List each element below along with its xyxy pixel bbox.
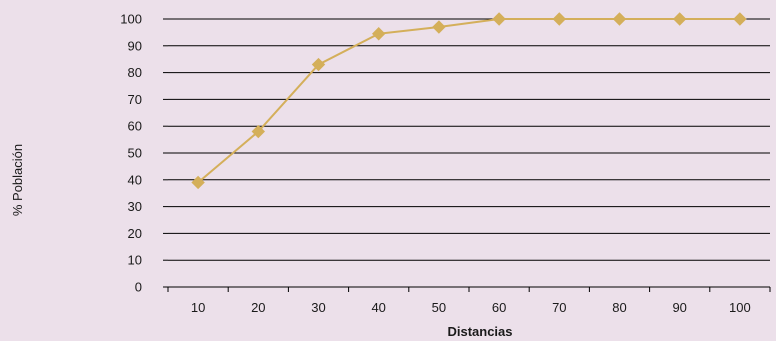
data-point bbox=[191, 175, 205, 190]
y-tick-label: 80 bbox=[128, 65, 142, 80]
x-tick-label: 30 bbox=[311, 300, 325, 315]
x-tick-label: 10 bbox=[191, 300, 205, 315]
y-tick-label: 70 bbox=[128, 92, 142, 107]
data-point bbox=[612, 12, 627, 26]
x-tick-label: 90 bbox=[672, 300, 686, 315]
data-point bbox=[733, 12, 747, 26]
x-tick-label: 20 bbox=[251, 300, 265, 315]
y-tick-label: 60 bbox=[128, 119, 142, 134]
y-tick-label: 100 bbox=[120, 12, 142, 27]
series-line bbox=[197, 18, 740, 184]
x-tick-label: 50 bbox=[432, 300, 446, 315]
data-point bbox=[672, 12, 687, 26]
y-tick-label: 50 bbox=[128, 146, 142, 161]
series-line bbox=[197, 18, 740, 184]
y-axis-tick-labels: 0 10 20 30 40 50 60 70 80 90 100 bbox=[120, 12, 142, 295]
data-point bbox=[552, 12, 567, 26]
data-points bbox=[191, 12, 747, 190]
data-point bbox=[492, 12, 506, 26]
y-tick-label: 20 bbox=[128, 226, 142, 241]
data-point bbox=[251, 124, 266, 139]
y-tick-label: 30 bbox=[128, 199, 142, 214]
y-axis-title: % Población bbox=[10, 144, 25, 216]
y-tick-label: 0 bbox=[135, 280, 142, 295]
data-point bbox=[432, 20, 446, 34]
y-tick-label: 10 bbox=[128, 253, 142, 268]
x-axis bbox=[167, 287, 771, 292]
y-tick-label: 40 bbox=[128, 172, 142, 187]
data-point bbox=[311, 57, 326, 72]
data-point bbox=[371, 27, 386, 41]
x-tick-label: 40 bbox=[371, 300, 385, 315]
x-axis-title: Distancias bbox=[447, 324, 512, 339]
x-tick-label: 100 bbox=[729, 300, 751, 315]
x-tick-label: 60 bbox=[492, 300, 506, 315]
gridlines bbox=[163, 18, 770, 288]
x-tick-label: 80 bbox=[612, 300, 626, 315]
x-axis-tick-labels: 10 20 30 40 50 60 70 80 90 100 bbox=[191, 300, 751, 315]
x-tick-label: 70 bbox=[552, 300, 566, 315]
y-tick-label: 90 bbox=[128, 38, 142, 53]
